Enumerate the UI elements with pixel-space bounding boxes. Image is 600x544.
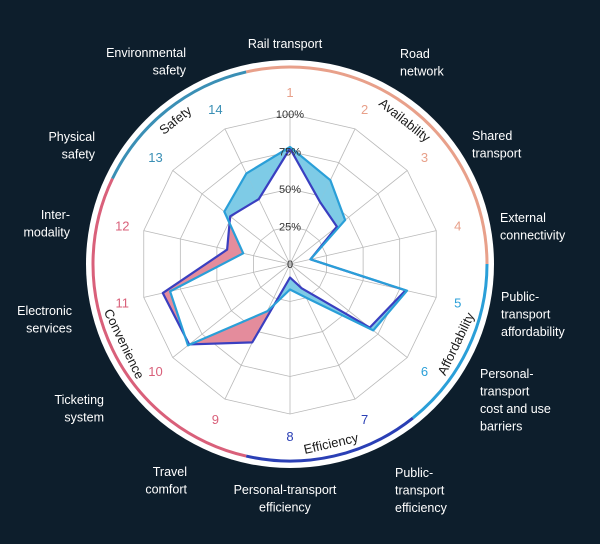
axis-label-line: services [26, 322, 72, 336]
axis-label-2: Road network [400, 47, 445, 79]
axis-label-line: transport [501, 308, 551, 322]
group-arcs [91, 65, 489, 463]
axis-label-1: Rail transport [248, 37, 323, 51]
axis-number-14: 14 [208, 102, 222, 117]
axis-number-2: 2 [361, 102, 368, 117]
axis-number-9: 9 [212, 412, 219, 427]
axis-label-line: Personal- [480, 367, 534, 381]
axis-label-6: Personal-transport cost and use barriers [480, 367, 551, 434]
difference-fill-14-0 [246, 147, 290, 200]
axis-label-12: Inter-modality [23, 208, 70, 240]
axis-label-line: safety [153, 64, 187, 78]
axis-number-13: 13 [148, 150, 162, 165]
radial-tick-50: 50% [279, 184, 301, 196]
axis-label-line: Physical [48, 130, 95, 144]
difference-fill-11-0 [162, 249, 244, 294]
difference-fill-1-0 [290, 147, 331, 202]
axis-number-6: 6 [421, 364, 428, 379]
axis-label-line: Travel [153, 465, 187, 479]
grid-spoke-5 [289, 263, 437, 298]
axis-label-line: Inter- [41, 208, 70, 222]
axis-label-line: transport [395, 484, 445, 498]
grid-spoke-3 [289, 170, 408, 265]
axis-label-line: efficiency [395, 501, 448, 515]
radar-grid [143, 113, 437, 415]
axis-label-line: Electronic [17, 304, 72, 318]
axis-label-line: transport [480, 385, 530, 399]
series-line-a [161, 147, 407, 346]
axis-number-5: 5 [454, 295, 461, 310]
axis-number-10: 10 [148, 364, 162, 379]
axis-label-line: comfort [145, 483, 187, 497]
axis-label-line: barriers [480, 420, 522, 434]
axis-label-line: External [500, 211, 546, 225]
group-arc-affordability [411, 263, 489, 420]
axis-label-line: safety [62, 148, 96, 162]
axis-label-line: cost and use [480, 402, 551, 416]
radial-tick-25: 25% [279, 222, 301, 234]
axis-number-4: 4 [454, 219, 461, 234]
axis-label-line: Public- [501, 290, 539, 304]
axis-label-line: network [400, 65, 445, 79]
axis-label-3: Shared transport [472, 129, 522, 161]
axis-label-line: Public- [395, 466, 433, 480]
grid-spoke-4 [289, 230, 437, 265]
axis-label-11: Electronic services [17, 304, 72, 336]
axis-number-8: 8 [286, 429, 293, 444]
axis-label-line: efficiency [259, 501, 312, 515]
axis-label-10: Ticketing system [54, 393, 104, 425]
axis-label-line: affordability [501, 325, 565, 339]
radial-tick-0: 0 [287, 259, 293, 271]
axis-label-5: Public-transport affordability [501, 290, 565, 339]
axis-label-line: Road [400, 47, 430, 61]
axis-label-line: modality [23, 226, 70, 240]
axis-number-1: 1 [286, 85, 293, 100]
axis-number-3: 3 [421, 150, 428, 165]
axis-label-14: Environmental safety [106, 46, 187, 78]
axis-label-8: Personal-transport efficiency [234, 483, 337, 515]
radial-tick-labels: 0 25% 50% 75% 100% [276, 109, 304, 271]
axis-number-11: 11 [116, 295, 130, 310]
difference-fill-2-0 [319, 180, 346, 227]
axis-label-line: Ticketing [54, 393, 104, 407]
grid-spoke-13 [172, 170, 291, 265]
group-arc-availability [245, 65, 489, 265]
grid-spoke-6 [289, 263, 408, 358]
axis-label-line: Rail transport [248, 37, 323, 51]
difference-fill-13-0 [224, 173, 259, 217]
axis-label-line: Environmental [106, 46, 186, 60]
grid-spoke-12 [143, 230, 291, 265]
axis-label-line: system [64, 411, 104, 425]
axis-number-7: 7 [361, 412, 368, 427]
axis-label-line: Shared [472, 129, 512, 143]
axis-labels: Rail transport Road network Shared transport… [17, 37, 566, 515]
series-line-b [168, 145, 409, 347]
axis-label-line: transport [472, 147, 522, 161]
radial-tick-75: 75% [279, 147, 301, 159]
axis-label-line: Personal-transport [234, 483, 337, 497]
axis-number-12: 12 [115, 219, 129, 234]
series-lines [161, 145, 409, 347]
group-arc-efficiency [245, 416, 414, 463]
axis-label-13: Physical safety [48, 130, 95, 162]
radial-tick-100: 100% [276, 109, 304, 121]
group-arc-safety [111, 70, 247, 180]
axis-label-line: connectivity [500, 229, 566, 243]
axis-label-7: Public-transport efficiency [395, 466, 448, 515]
axis-label-4: External connectivity [500, 211, 566, 243]
group-arc-convenience [91, 177, 247, 458]
axis-label-9: Travel comfort [145, 465, 187, 497]
grid-spoke-10 [172, 263, 291, 358]
